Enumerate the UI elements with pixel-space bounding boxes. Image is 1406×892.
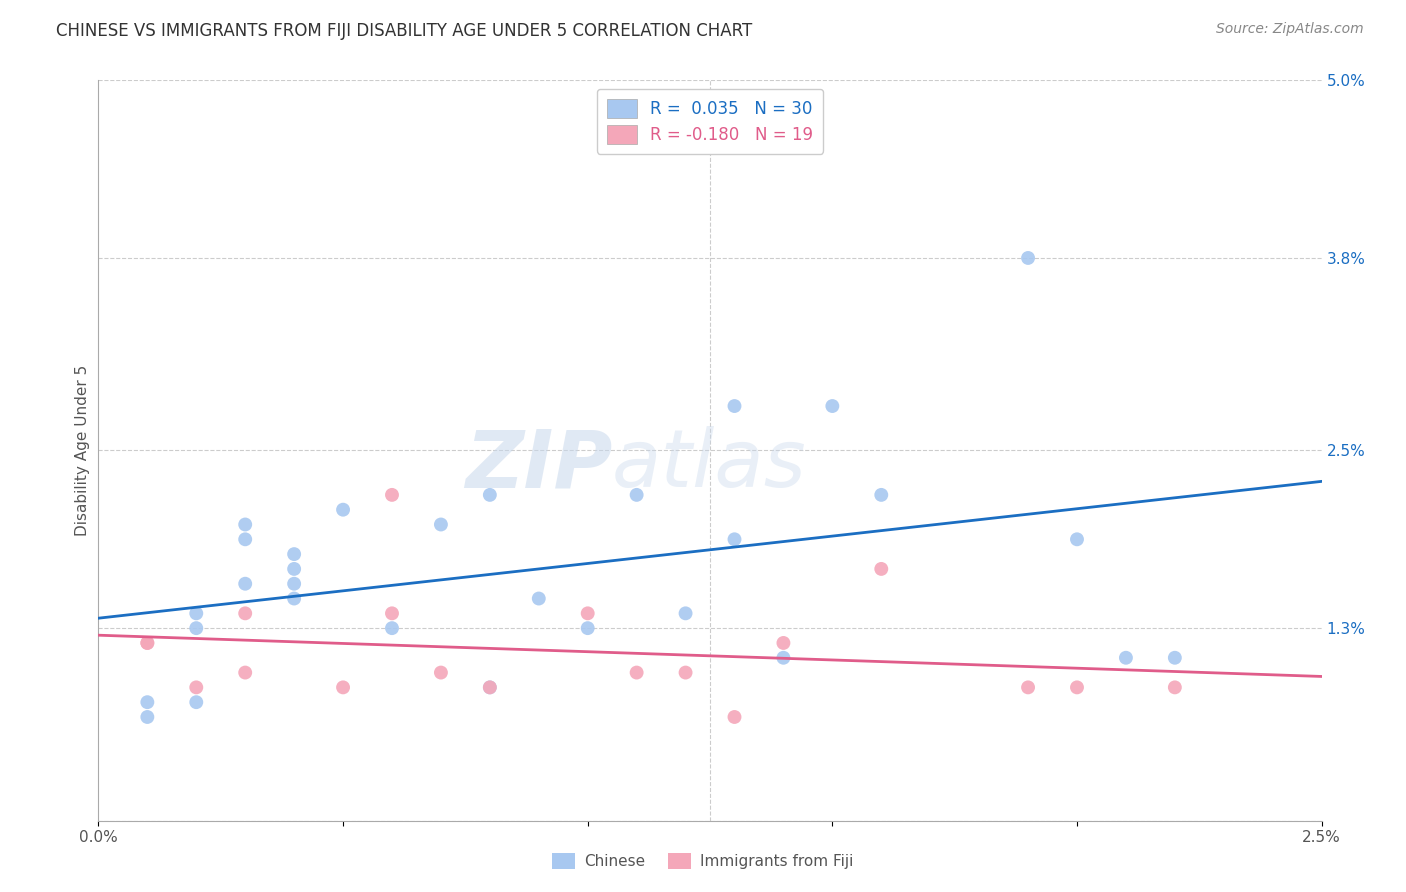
Point (723, 710, 745, 724)
Point (478, 681, 501, 695)
Point (626, 488, 648, 502)
Point (1164, 650, 1187, 665)
Point (675, 607, 697, 621)
Point (332, 681, 354, 695)
Point (283, 576, 305, 591)
Point (1115, 650, 1137, 665)
Point (1066, 681, 1088, 695)
Point (870, 562, 893, 576)
Point (233, 517, 256, 532)
Point (381, 488, 404, 502)
Point (772, 636, 794, 650)
Point (1017, 681, 1039, 695)
Point (821, 399, 844, 413)
Point (576, 621, 599, 635)
Point (1164, 681, 1187, 695)
Text: Source: ZipAtlas.com: Source: ZipAtlas.com (1216, 22, 1364, 37)
Point (772, 650, 794, 665)
Point (186, 681, 208, 695)
Point (723, 399, 745, 413)
Text: ZIP: ZIP (465, 426, 612, 504)
Point (186, 695, 208, 709)
Point (1017, 251, 1039, 265)
Point (186, 621, 208, 635)
Point (576, 607, 599, 621)
Legend: Chinese, Immigrants from Fiji: Chinese, Immigrants from Fiji (546, 847, 860, 875)
Y-axis label: Disability Age Under 5: Disability Age Under 5 (75, 365, 90, 536)
Point (233, 576, 256, 591)
Point (381, 621, 404, 635)
Point (1066, 533, 1088, 547)
Text: CHINESE VS IMMIGRANTS FROM FIJI DISABILITY AGE UNDER 5 CORRELATION CHART: CHINESE VS IMMIGRANTS FROM FIJI DISABILI… (56, 22, 752, 40)
Point (283, 562, 305, 576)
Point (233, 533, 256, 547)
Text: atlas: atlas (612, 426, 807, 504)
Point (626, 665, 648, 680)
Point (136, 695, 159, 709)
Point (332, 502, 354, 516)
Point (381, 607, 404, 621)
Point (283, 591, 305, 606)
Point (870, 488, 893, 502)
Point (136, 636, 159, 650)
Point (430, 517, 453, 532)
Point (233, 607, 256, 621)
Point (723, 533, 745, 547)
Point (233, 665, 256, 680)
Point (478, 681, 501, 695)
Point (478, 488, 501, 502)
Point (430, 665, 453, 680)
Point (136, 710, 159, 724)
Point (527, 591, 550, 606)
Point (186, 607, 208, 621)
Legend: R =  0.035   N = 30, R = -0.180   N = 19: R = 0.035 N = 30, R = -0.180 N = 19 (598, 88, 823, 153)
Point (675, 665, 697, 680)
Point (283, 547, 305, 561)
Point (136, 636, 159, 650)
